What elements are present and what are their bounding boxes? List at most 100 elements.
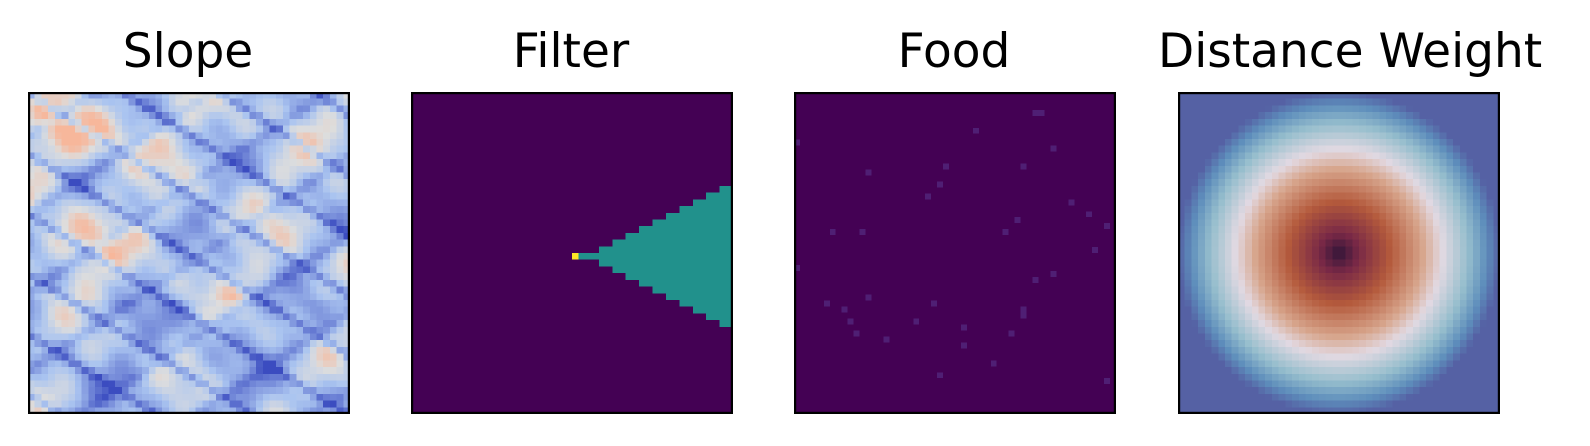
slope-cell [34, 400, 42, 408]
distance-weight-cell [1204, 320, 1212, 328]
distance-weight-cell [1479, 266, 1487, 274]
slope-cell [81, 273, 89, 281]
distance-weight-cell [1178, 118, 1186, 126]
distance-weight-cell [1231, 367, 1239, 375]
distance-weight-cell [1332, 179, 1340, 187]
distance-weight-cell [1178, 206, 1186, 214]
slope-cell [61, 145, 69, 153]
slope-cell [95, 98, 103, 106]
distance-weight-cell [1419, 185, 1427, 193]
distance-weight-cell [1473, 293, 1481, 301]
distance-weight-cell [1271, 346, 1279, 354]
distance-weight-cell [1432, 232, 1440, 240]
slope-cell [229, 293, 237, 301]
slope-cell [182, 179, 190, 187]
distance-weight-cell [1412, 138, 1420, 146]
slope-cell [74, 165, 82, 173]
distance-weight-cell [1365, 387, 1373, 395]
slope-cell [95, 226, 103, 234]
distance-weight-cell [1372, 125, 1380, 133]
slope-cell [162, 125, 170, 133]
distance-weight-cell [1339, 185, 1347, 193]
slope-cell [88, 333, 96, 341]
slope-cell [168, 400, 176, 408]
distance-weight-cell [1339, 159, 1347, 167]
slope-cell [135, 152, 143, 160]
distance-weight-cell [1359, 313, 1367, 321]
slope-cell [175, 326, 183, 334]
slope-cell [81, 293, 89, 301]
slope-cell [168, 380, 176, 388]
distance-weight-cell [1352, 340, 1360, 348]
distance-weight-cell [1473, 340, 1481, 348]
distance-weight-cell [1258, 192, 1266, 200]
slope-cell [215, 179, 223, 187]
distance-weight-cell [1412, 145, 1420, 153]
distance-weight-cell [1258, 400, 1266, 408]
slope-cell [336, 219, 344, 227]
slope-cell [262, 387, 270, 395]
slope-cell [202, 226, 210, 234]
slope-cell [88, 138, 96, 146]
filter-cone-column [592, 253, 600, 260]
slope-cell [108, 145, 116, 153]
distance-weight-cell [1204, 138, 1212, 146]
slope-cell [229, 246, 237, 254]
distance-weight-cell [1271, 132, 1279, 140]
distance-weight-cell [1271, 340, 1279, 348]
slope-cell [41, 360, 49, 368]
food-cell [925, 193, 932, 200]
slope-cell [249, 125, 257, 133]
distance-weight-cell [1406, 206, 1414, 214]
slope-cell [68, 340, 76, 348]
slope-cell [128, 360, 136, 368]
distance-weight-cell [1493, 92, 1500, 100]
food-cell [960, 342, 967, 349]
slope-cell [262, 373, 270, 381]
distance-weight-cell [1392, 393, 1400, 401]
distance-weight-cell [1298, 299, 1306, 307]
distance-weight-cell [1184, 353, 1192, 361]
distance-weight-cell [1251, 232, 1259, 240]
slope-cell [88, 373, 96, 381]
distance-weight-cell [1365, 185, 1373, 193]
distance-weight-cell [1419, 239, 1427, 247]
distance-weight-cell [1479, 226, 1487, 234]
distance-weight-cell [1426, 279, 1434, 287]
slope-cell [303, 219, 311, 227]
distance-weight-cell [1245, 273, 1253, 281]
slope-cell [81, 132, 89, 140]
distance-weight-cell [1446, 387, 1454, 395]
distance-weight-cell [1278, 118, 1286, 126]
slope-cell [34, 199, 42, 207]
distance-weight-cell [1453, 333, 1461, 341]
slope-cell [229, 98, 237, 106]
slope-cell [168, 293, 176, 301]
distance-weight-cell [1265, 132, 1273, 140]
distance-weight-cell [1446, 273, 1454, 281]
distance-weight-cell [1184, 192, 1192, 200]
slope-cell [128, 132, 136, 140]
distance-weight-cell [1345, 165, 1353, 173]
slope-cell [182, 118, 190, 126]
distance-weight-cell [1245, 400, 1253, 408]
distance-weight-cell [1318, 226, 1326, 234]
slope-cell [54, 172, 62, 180]
slope-cell [175, 407, 183, 414]
distance-weight-cell [1459, 346, 1467, 354]
distance-weight-cell [1473, 212, 1481, 220]
slope-cell [155, 360, 163, 368]
slope-cell [115, 293, 123, 301]
slope-cell [296, 172, 304, 180]
distance-weight-cell [1339, 92, 1347, 100]
distance-weight-cell [1359, 246, 1367, 254]
distance-weight-cell [1298, 367, 1306, 375]
distance-weight-cell [1365, 232, 1373, 240]
distance-weight-cell [1419, 219, 1427, 227]
slope-cell [34, 353, 42, 361]
slope-cell [168, 313, 176, 321]
slope-cell [329, 259, 337, 267]
slope-cell [309, 380, 317, 388]
distance-weight-cell [1271, 326, 1279, 334]
distance-weight-cell [1298, 132, 1306, 140]
